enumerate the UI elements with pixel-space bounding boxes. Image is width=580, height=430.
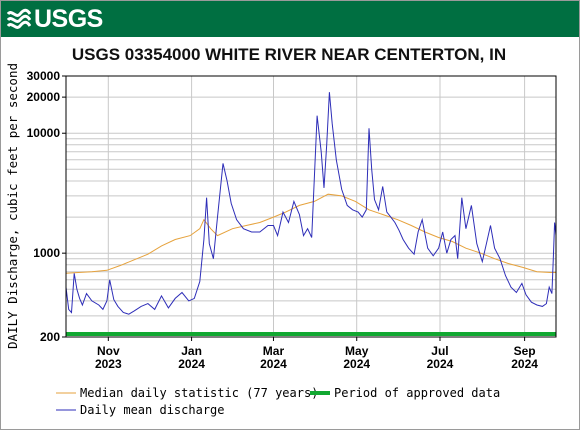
y-tick-label: 30000 [27, 69, 61, 83]
y-tick-label: 1000 [33, 246, 60, 260]
y-tick-label: 200 [40, 330, 60, 344]
x-tick-label-month: Jul [431, 344, 448, 358]
x-tick-label-month: Sep [514, 344, 536, 358]
legend-label: Period of approved data [334, 386, 500, 400]
x-tick-label-month: Mar [263, 344, 285, 358]
plot-border [65, 75, 557, 338]
y-axis-label: DAILY Discharge, cubic feet per second [5, 63, 20, 349]
y-tick-label: 10000 [27, 126, 61, 140]
legend: Median daily statistic (77 years) Period … [56, 386, 500, 417]
median-daily-line [65, 193, 556, 274]
x-tick-label-month: Jan [181, 344, 202, 358]
y-tick-label: 20000 [27, 90, 61, 104]
series-layer [65, 92, 557, 315]
x-axis: Nov2023Jan2024Mar2024May2024Jul2024Sep20… [95, 337, 538, 371]
usgs-logo-text: USGS [34, 5, 103, 33]
x-tick-label-year: 2024 [178, 357, 205, 371]
chart-title: USGS 03354000 WHITE RIVER NEAR CENTERTON… [72, 45, 506, 64]
approved-data-bar [66, 332, 556, 336]
x-tick-label-year: 2024 [343, 357, 370, 371]
x-tick-label-year: 2024 [427, 357, 454, 371]
x-tick-label-year: 2024 [511, 357, 538, 371]
legend-label: Daily mean discharge [80, 403, 225, 417]
x-tick-label-year: 2023 [95, 357, 122, 371]
plot-grid [66, 76, 556, 337]
legend-label: Median daily statistic (77 years) [80, 386, 318, 400]
daily-mean-discharge-line [65, 92, 557, 315]
usgs-logo: USGS [7, 4, 103, 34]
x-tick-label-year: 2024 [260, 357, 287, 371]
usgs-wave-icon [7, 8, 31, 29]
y-axis: 200 1000 10000 20000 30000 [27, 69, 66, 344]
approved-data-bar-segment [66, 332, 556, 336]
x-tick-label-month: Nov [97, 344, 120, 358]
x-tick-label-month: May [345, 344, 369, 358]
